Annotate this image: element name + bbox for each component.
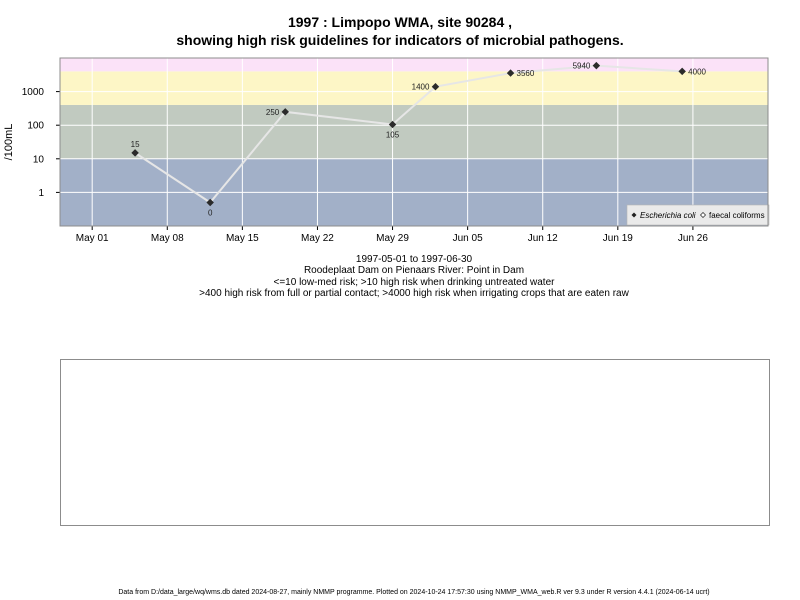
data-point: [678, 67, 686, 76]
x-tick-label: May 29: [376, 233, 409, 244]
series-line: [134, 64, 683, 204]
y-tick-label: 10: [33, 154, 45, 165]
legend-marker-e-coli: [631, 212, 637, 218]
data-point: [131, 149, 139, 157]
data-label: 4000: [688, 67, 706, 76]
data-point: [592, 61, 601, 70]
data-point: [281, 108, 289, 116]
data-point: [388, 120, 397, 129]
legend-box: [626, 204, 770, 226]
x-tick-label: Jun 19: [603, 233, 633, 244]
chart-subtitle: showing high risk guidelines for indicat…: [176, 32, 624, 48]
chart-title: 1997 : Limpopo WMA, site 90284 ,: [287, 14, 513, 30]
x-tick-label: May 01: [76, 233, 109, 244]
risk-band-3: [60, 58, 768, 72]
plot-frame: [59, 57, 769, 227]
data-label: 5940: [573, 62, 591, 71]
data-point: [431, 82, 440, 91]
risk-band-1: [60, 104, 768, 159]
y-tick-label: 1: [38, 188, 44, 199]
caption-site: Roodeplaat Dam on Pienaars River: Point …: [303, 265, 525, 276]
risk-band-2: [60, 71, 768, 105]
y-axis-label: /100mL: [3, 124, 15, 161]
x-tick-label: May 08: [151, 233, 184, 244]
x-tick-label: Jun 26: [678, 233, 708, 244]
y-tick-label: 1000: [22, 87, 45, 98]
x-tick-label: Jun 05: [453, 233, 483, 244]
data-point: [206, 198, 214, 207]
caption-contact-risk: >400 high risk from full or partial cont…: [199, 288, 629, 299]
caption-date-range: 1997-05-01 to 1997-06-30: [355, 254, 473, 265]
x-tick-label: May 15: [226, 233, 259, 244]
data-label: 105: [386, 130, 400, 139]
legend-label-e-coli: Escherichia coli: [640, 211, 696, 220]
data-label: 0: [208, 209, 213, 218]
x-tick-label: May 22: [301, 233, 334, 244]
legend-marker-faecal-coliforms: [700, 212, 706, 218]
data-point: [506, 69, 515, 77]
footer-note: Data from D:/data_large/wq/wms.db dated …: [118, 589, 710, 596]
data-label: 15: [131, 140, 140, 149]
x-tick-label: Jun 12: [528, 233, 558, 244]
legend-label-faecal-coliforms: faecal coliforms: [709, 211, 765, 220]
data-label: 1400: [412, 83, 430, 92]
y-tick-label: 100: [27, 121, 44, 132]
caption-drinking-risk: <=10 low-med risk; >10 high risk when dr…: [273, 277, 555, 288]
data-label: 3560: [517, 69, 535, 78]
empty-second-panel: [60, 359, 770, 526]
data-label: 250: [266, 108, 280, 117]
